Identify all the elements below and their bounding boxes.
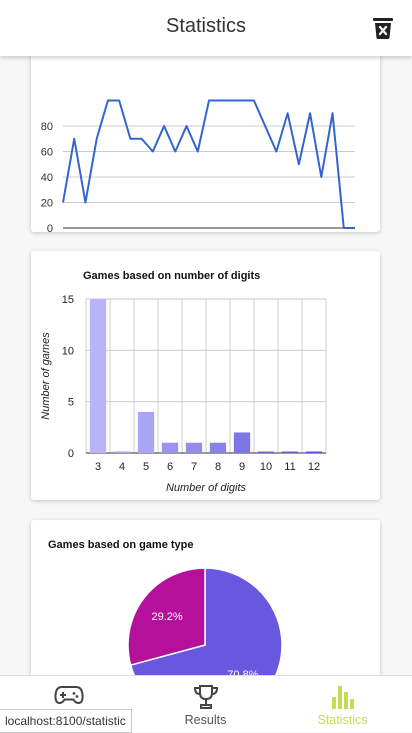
line-chart-card: 02040608005. 1505. 2105. 1705. 2105. 190… [31,56,380,232]
tab-results[interactable]: Results [137,676,274,732]
digits-x-tick: 8 [215,461,221,473]
digits-bar [258,452,274,454]
digits-bar [210,443,226,453]
digits-chart-title: Games based on number of digits [83,270,260,282]
line-y-tick: 20 [41,198,53,210]
digits-bar [234,432,250,453]
digits-bar [114,452,130,454]
trash-icon[interactable] [370,15,396,41]
digits-bar [282,452,298,454]
pie-slice-label: 29.2% [151,611,182,623]
tab-results-label: Results [137,713,274,727]
digits-y-tick: 10 [62,345,74,357]
game-type-pie-chart: Games based on game type70.8%29.2% [31,520,380,675]
game-type-chart-title: Games based on game type [48,539,194,551]
digits-y-tick: 15 [62,294,74,306]
digits-bar [138,412,154,453]
page-title: Statistics [0,15,412,38]
line-y-tick: 0 [47,223,53,232]
digits-x-tick: 6 [167,461,173,473]
digits-bar [306,452,322,454]
digits-x-tick: 9 [239,461,245,473]
digits-x-tick: 11 [284,461,295,473]
tab-statistics[interactable]: Statistics [274,676,411,732]
line-y-tick: 40 [41,172,53,184]
digits-bar [162,443,178,453]
digits-y-axis-label: Number of games [40,332,52,420]
game-type-chart-card: Games based on game type70.8%29.2% [31,520,380,675]
digits-x-tick: 3 [95,461,101,473]
digits-y-tick: 0 [68,448,74,460]
line-series [63,101,355,229]
line-y-tick: 60 [41,147,53,159]
digits-chart-card: Games based on number of digits 0 5 10 15 3 4 5… [31,251,380,500]
line-y-tick: 80 [41,121,53,133]
line-chart: 02040608005. 1505. 2105. 1705. 2105. 190… [31,56,380,232]
digits-x-tick: 7 [191,461,197,473]
trophy-icon [192,683,220,711]
digits-x-tick: 12 [308,461,320,473]
digits-x-tick: 5 [143,461,149,473]
status-url: localhost:8100/statistic [0,709,132,733]
digits-bar [90,299,106,453]
digits-y-tick: 5 [68,397,74,409]
statistics-content[interactable]: 02040608005. 1505. 2105. 1705. 2105. 190… [0,56,412,675]
app-header: Statistics [0,0,412,56]
tab-statistics-label: Statistics [274,713,411,727]
digits-x-tick: 4 [119,461,125,473]
gamepad-icon [54,683,84,707]
digits-bar-chart: Games based on number of digits 0 5 10 15 3 4 5… [31,251,380,500]
bar-chart-icon [329,683,357,711]
digits-bar [186,443,202,453]
digits-x-tick: 10 [260,461,272,473]
digits-x-axis-label: Number of digits [166,482,247,494]
